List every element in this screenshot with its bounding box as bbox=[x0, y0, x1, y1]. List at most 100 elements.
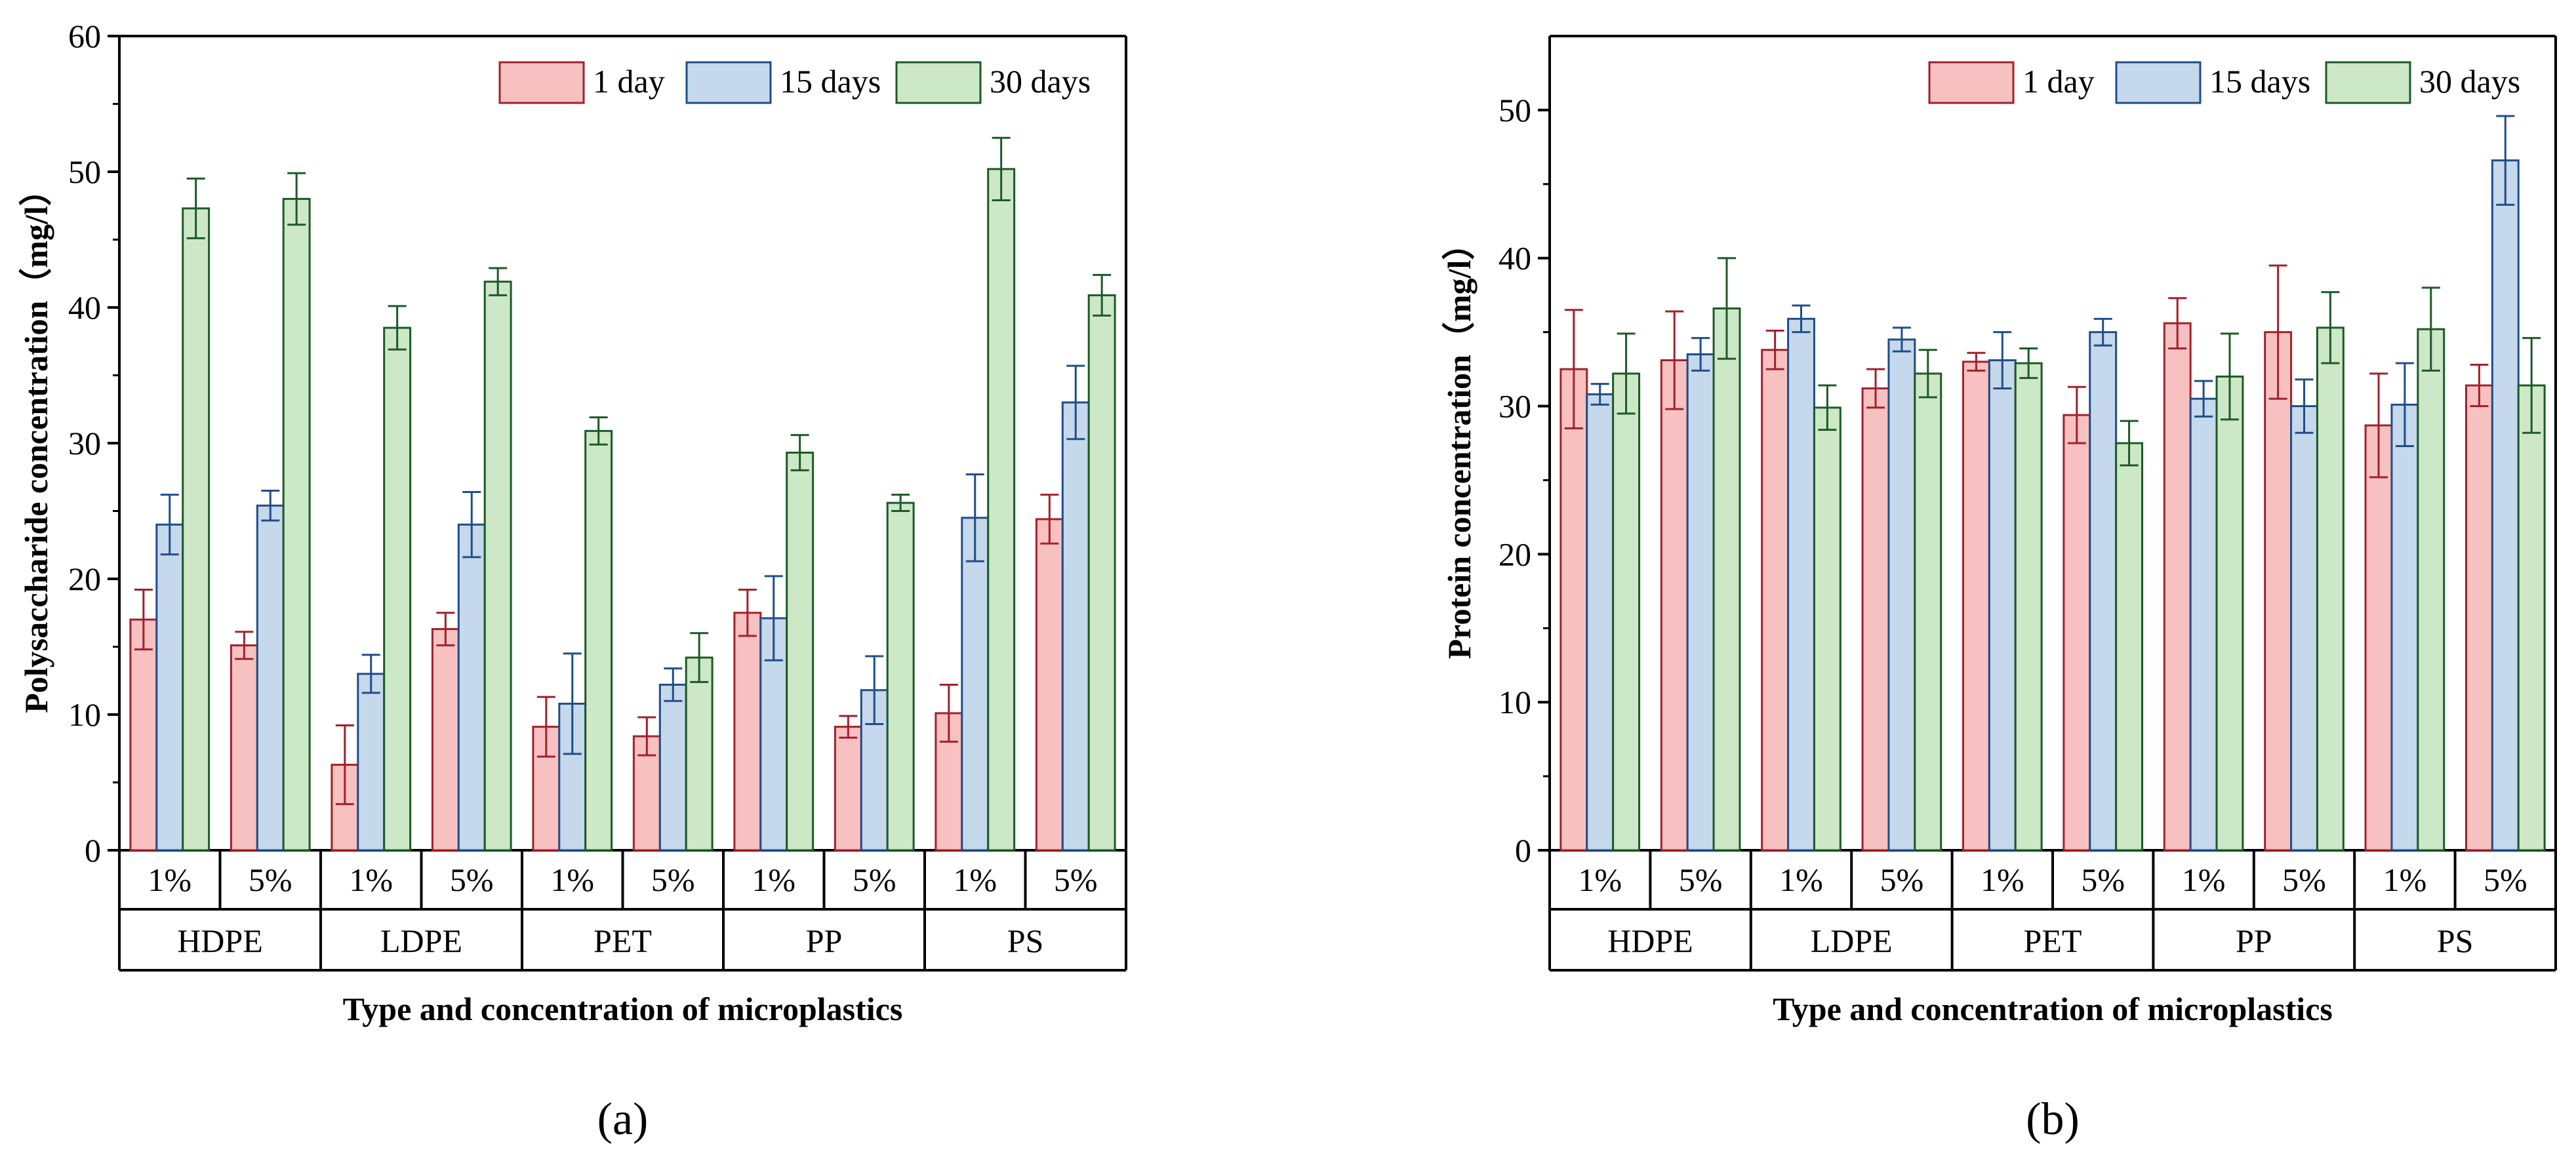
bar-30-days-7 bbox=[2316, 326, 2345, 852]
bar-30-days-6 bbox=[2215, 375, 2244, 852]
bar-15-days-6 bbox=[2189, 397, 2218, 852]
bar-30-days-1 bbox=[1712, 307, 1741, 852]
bar-30-days-5 bbox=[2115, 442, 2144, 852]
bar-1-day-3 bbox=[431, 628, 460, 852]
bar-15-days-1 bbox=[256, 504, 285, 852]
legend-swatch-15-days bbox=[2115, 61, 2202, 104]
group-label: LDPE bbox=[380, 922, 462, 959]
bar-15-days-8 bbox=[961, 517, 990, 852]
legend-swatch-15-days bbox=[685, 61, 772, 104]
bar-15-days-4 bbox=[1988, 359, 2017, 852]
category-label: 5% bbox=[1679, 861, 1723, 898]
bar-1-day-0 bbox=[129, 618, 158, 852]
bar-15-days-9 bbox=[2491, 159, 2520, 852]
group-label: PET bbox=[2024, 922, 2082, 959]
panel-b-chart: 0 10 20 30 40 50 1% 5% 1% 5% 1% 5% 1% 5% 1% 5% HDPE LDPE P… bbox=[1441, 35, 2557, 1145]
bar-30-days-8 bbox=[2417, 328, 2445, 852]
legend-label: 1 day bbox=[2023, 63, 2095, 100]
y-tick-label: 0 bbox=[1515, 832, 1531, 869]
group-label: LDPE bbox=[1811, 922, 1893, 959]
category-label: 5% bbox=[2282, 861, 2326, 898]
category-label: 5% bbox=[1880, 861, 1924, 898]
category-label: 1% bbox=[1779, 861, 1823, 898]
bar-30-days-7 bbox=[886, 502, 915, 852]
legend-label: 1 day bbox=[593, 63, 665, 100]
group-label: HDPE bbox=[177, 922, 263, 959]
bar-1-day-1 bbox=[1660, 359, 1689, 852]
bar-15-days-2 bbox=[357, 673, 386, 852]
bar-15-days-5 bbox=[658, 683, 687, 852]
group-label: PET bbox=[594, 922, 652, 959]
x-axis-label: Type and concentration of microplastics bbox=[343, 991, 903, 1027]
category-label: 5% bbox=[2484, 861, 2527, 898]
bar-1-day-1 bbox=[230, 644, 258, 852]
legend-label: 30 days bbox=[2419, 63, 2520, 100]
y-tick-label: 60 bbox=[68, 18, 101, 54]
bar-1-day-8 bbox=[2364, 424, 2393, 852]
bar-15-days-3 bbox=[457, 523, 486, 852]
group-label: PP bbox=[2236, 922, 2272, 959]
bar-15-days-3 bbox=[1887, 338, 1916, 852]
bar-15-days-1 bbox=[1686, 353, 1715, 852]
category-label: 5% bbox=[651, 861, 695, 898]
category-label: 1% bbox=[953, 861, 997, 898]
bar-15-days-2 bbox=[1787, 317, 1815, 852]
y-tick-label: 20 bbox=[1499, 536, 1531, 572]
category-label: 5% bbox=[853, 861, 896, 898]
category-label: 1% bbox=[2383, 861, 2427, 898]
y-axis-label: Polysaccharide concentration（mg/l） bbox=[18, 173, 54, 713]
legend-swatch-30-days bbox=[895, 61, 982, 104]
legend-swatch-1-day bbox=[498, 61, 585, 104]
bar-1-day-7 bbox=[2264, 331, 2293, 852]
bar-30-days-6 bbox=[786, 451, 815, 852]
bar-30-days-0 bbox=[1612, 372, 1641, 852]
bar-30-days-8 bbox=[987, 168, 1016, 852]
bar-30-days-4 bbox=[2014, 362, 2043, 852]
y-tick-label: 40 bbox=[68, 289, 101, 326]
bar-30-days-3 bbox=[483, 281, 512, 852]
legend-label: 30 days bbox=[990, 63, 1091, 100]
y-tick-label: 30 bbox=[68, 425, 101, 462]
bar-1-day-9 bbox=[2465, 384, 2493, 852]
bar-30-days-2 bbox=[1813, 406, 1841, 852]
bar-30-days-9 bbox=[1087, 294, 1116, 852]
bar-1-day-6 bbox=[733, 612, 762, 852]
bar-30-days-3 bbox=[1914, 372, 1942, 852]
category-label: 1% bbox=[1578, 861, 1622, 898]
bar-1-day-3 bbox=[1861, 387, 1890, 852]
bar-1-day-4 bbox=[1962, 361, 1990, 852]
bar-1-day-2 bbox=[1761, 349, 1790, 852]
y-axis-label: Protein concentration（mg/l） bbox=[1441, 227, 1478, 659]
bar-15-days-0 bbox=[1586, 393, 1615, 852]
group-label: PS bbox=[1007, 922, 1044, 959]
category-label: 5% bbox=[1054, 861, 1098, 898]
category-label: 1% bbox=[349, 861, 393, 898]
bar-1-day-7 bbox=[834, 726, 862, 852]
category-label: 5% bbox=[450, 861, 494, 898]
category-label: 1% bbox=[550, 861, 594, 898]
group-label: PP bbox=[806, 922, 843, 959]
panel-label: (a) bbox=[597, 1094, 649, 1145]
y-tick-label: 30 bbox=[1499, 388, 1531, 425]
y-tick-label: 20 bbox=[68, 561, 101, 597]
bar-1-day-5 bbox=[2063, 414, 2091, 852]
category-label: 1% bbox=[148, 861, 191, 898]
bar-15-days-7 bbox=[2290, 405, 2318, 852]
category-label: 5% bbox=[249, 861, 292, 898]
legend-label: 15 days bbox=[2209, 63, 2310, 100]
category-label: 1% bbox=[2182, 861, 2226, 898]
bar-15-days-8 bbox=[2390, 403, 2419, 852]
y-tick-label: 50 bbox=[1499, 92, 1531, 128]
y-tick-label: 10 bbox=[68, 696, 101, 733]
bar-1-day-9 bbox=[1035, 518, 1064, 852]
legend-swatch-30-days bbox=[2325, 61, 2411, 104]
bar-1-day-6 bbox=[2163, 322, 2192, 852]
panel-a-chart: 0 10 20 30 40 50 60 1% 5% 1% 5% 1% 5% 1% 5% 1% 5% HDPE LDP… bbox=[18, 18, 1127, 1145]
bar-30-days-1 bbox=[282, 197, 311, 852]
group-label: PS bbox=[2437, 922, 2474, 959]
y-tick-label: 10 bbox=[1499, 684, 1531, 720]
y-tick-label: 0 bbox=[85, 832, 101, 869]
panel-label: (b) bbox=[2026, 1094, 2080, 1145]
y-tick-label: 50 bbox=[68, 153, 101, 190]
